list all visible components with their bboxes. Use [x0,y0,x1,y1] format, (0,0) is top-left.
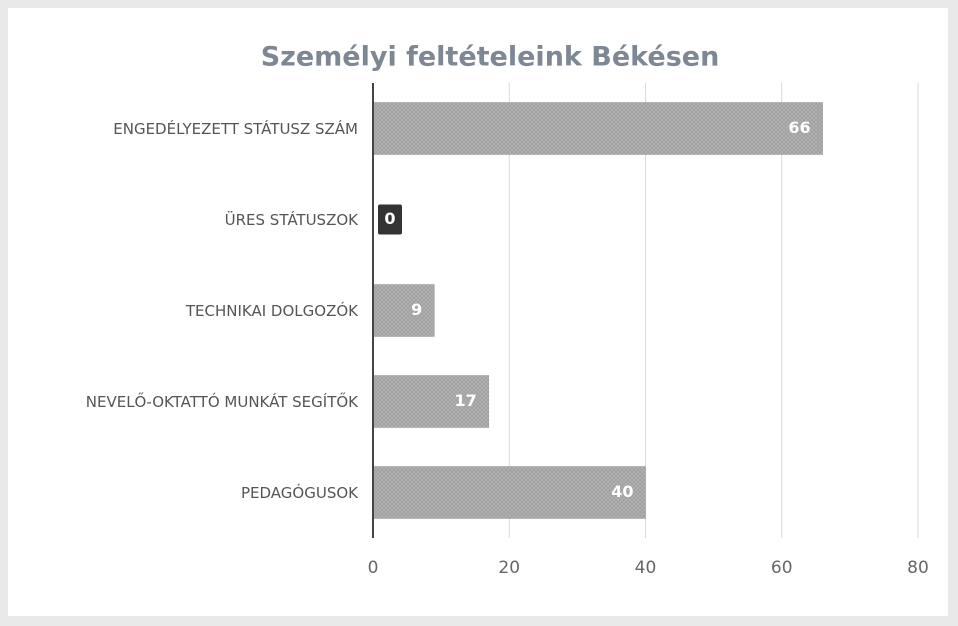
chart-title: Személyi feltételeink Békésen [261,42,720,73]
chart-svg: Személyi feltételeink Békésen 0 20 40 60 80 6… [261,42,929,579]
bar [372,466,646,519]
y-tick-label: TECHNIKAI DOLGOZÓK [185,301,358,320]
bar [372,284,435,337]
x-tick-label: 20 [498,558,520,578]
x-tick-label: 0 [368,558,379,578]
bar [372,375,490,428]
bar [372,102,823,155]
x-tick-label: 80 [907,558,929,578]
y-tick-label: NEVELŐ-OKTATTÓ MUNKÁT SEGÍTŐK [85,392,358,411]
chart: Személyi feltételeink Békésen 0 20 40 60 80 6… [8,8,948,616]
data-label: 9 [411,300,422,319]
data-label-box [378,204,402,235]
data-label: 0 [384,209,395,228]
y-tick-label: ÜRES STÁTUSZOK [224,210,358,229]
y-tick-label: ENGEDÉLYEZETT STÁTUSZ SZÁM [113,119,358,138]
data-label: 17 [455,391,477,410]
x-tick-label: 60 [771,558,793,578]
x-tick-label: 40 [635,558,657,578]
data-label: 66 [788,118,810,137]
data-label: 40 [611,482,633,501]
y-tick-label: PEDAGÓGUSOK [240,483,358,502]
